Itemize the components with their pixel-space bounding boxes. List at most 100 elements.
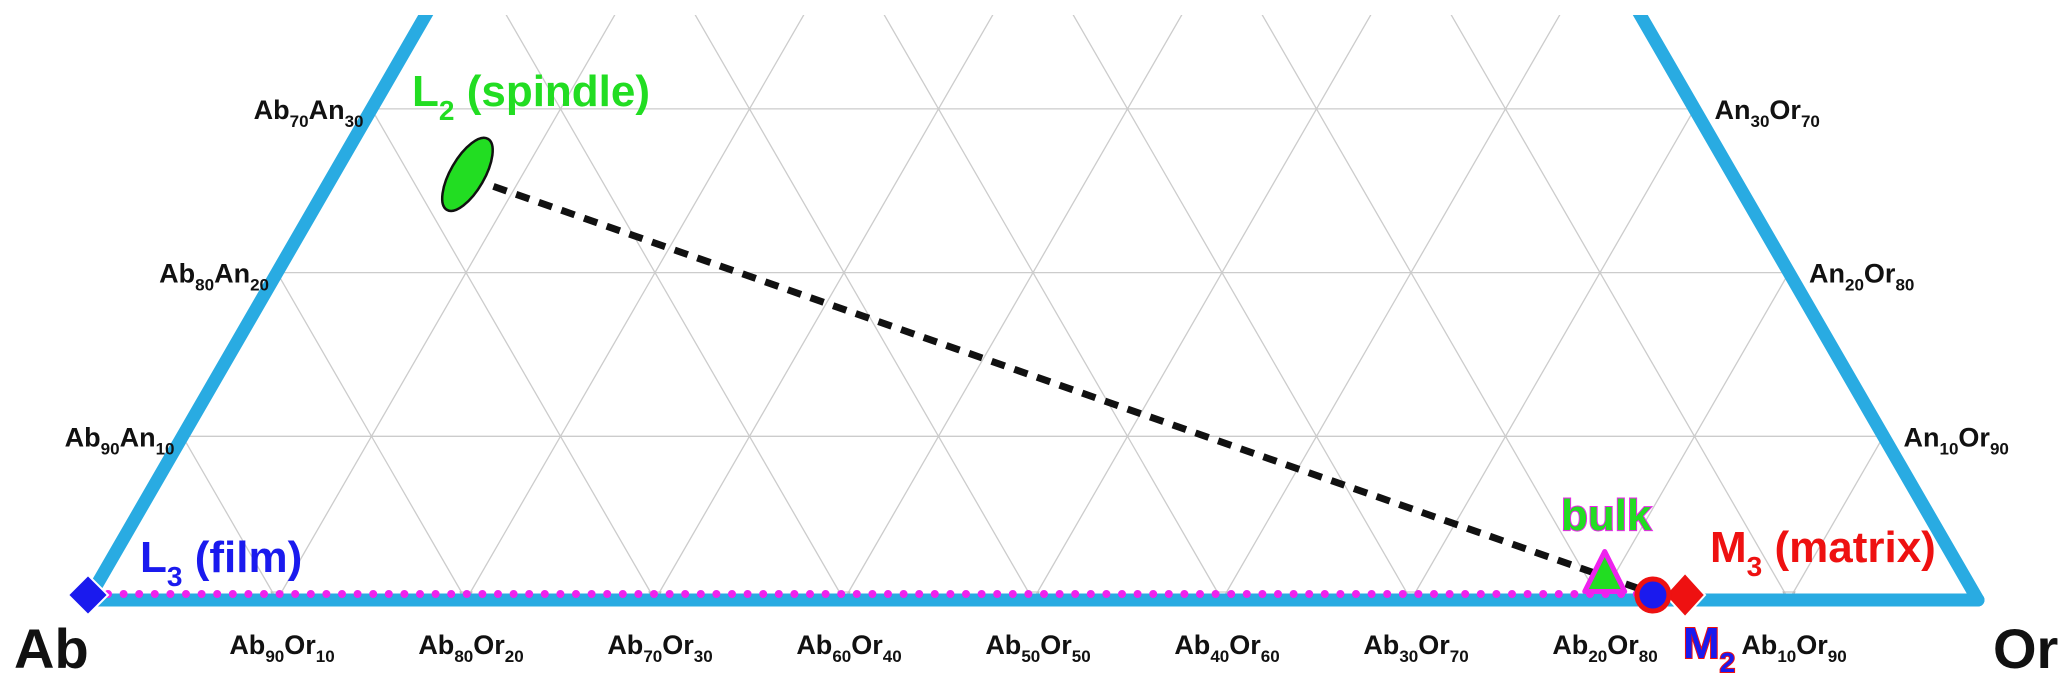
tick-subscript: 30 [1751,112,1770,131]
label-l3-base: L [140,533,167,582]
marker-m3-diamond [1663,571,1707,619]
tick-text: Ab [159,259,195,289]
marker-m2-circle [1634,576,1672,614]
tick-subscript: 90 [1828,647,1847,666]
tick-label-right: An20Or80 [1809,259,1914,295]
label-m2-sub: 2 [1720,647,1736,678]
frame-left-edge [81,15,434,607]
tick-text: An [120,422,156,452]
corner-label-or: Or [1993,617,2058,680]
tick-subscript: 60 [1261,647,1280,666]
grid-line-ab-20 [1261,15,1601,601]
tick-subscript: 90 [265,647,284,666]
markers [66,136,1707,619]
tick-subscript: 10 [316,647,335,666]
tick-subscript: 30 [345,112,364,131]
label-m3: M3 (matrix) [1710,523,1936,582]
grid-line-or-10 [276,15,616,601]
tick-subscript: 40 [1210,647,1229,666]
tick-subscript: 20 [1588,647,1607,666]
tick-subscript: 10 [1940,439,1959,458]
grid-line-or-90 [1788,435,1885,601]
grid-line-or-30 [654,15,994,601]
label-l2-text: (spindle) [454,67,650,116]
grid-line-or-80 [1599,272,1790,601]
tick-label-bottom: Ab40Or60 [1174,630,1279,666]
tick-label-bottom: Ab70Or30 [607,630,712,666]
tick-subscript: 20 [1845,276,1864,295]
grid-line-ab-50 [694,15,1034,601]
tick-subscript: 30 [694,647,713,666]
tick-text: Ab [229,630,265,660]
tick-text: Or [284,630,316,660]
label-l3: L3 (film) [140,533,302,592]
label-l2: L2 (spindle) [412,67,650,126]
label-m2: M2 [1683,619,1735,678]
label-l2-base: L [412,67,439,116]
grid-lines [181,15,1885,603]
tick-subscript: 80 [454,647,473,666]
tie-line-l2-m2 [492,183,1645,594]
tick-subscript: 20 [505,647,524,666]
label-m3-text: (matrix) [1762,523,1936,572]
tick-text: An [1809,259,1845,289]
grid-line-ab-80 [276,272,467,601]
tick-label-bottom: Ab90Or10 [229,630,334,666]
tick-text: Ab [1363,630,1399,660]
tick-label-right: An10Or90 [1904,422,2009,458]
tick-labels: Ab90Or10 Ab80Or20 Ab70Or30 Ab60Or40 Ab50Or50… [65,95,2009,666]
tick-text: Or [1040,630,1072,660]
label-m3-sub: 3 [1747,551,1763,582]
corner-label-ab: Ab [14,617,89,680]
label-l3-text: (film) [182,533,302,582]
tick-label-left: Ab90An10 [65,422,175,458]
tick-text: Ab [418,630,454,660]
grid-line-or-60 [1221,15,1561,601]
grid-line-or-40 [843,15,1183,601]
tick-text: Ab [254,95,290,125]
tick-text: An [1715,95,1751,125]
tick-subscript: 70 [290,112,309,131]
tick-text: Or [1864,259,1896,289]
label-bulk: bulk [1561,491,1652,540]
tick-subscript: 50 [1072,647,1091,666]
tick-subscript: 80 [195,276,214,295]
tick-subscript: 40 [883,647,902,666]
tick-text: Or [1769,95,1801,125]
marker-bulk-triangle [1582,548,1628,594]
grid-line-ab-40 [883,15,1223,601]
tick-subscript: 80 [1895,276,1914,295]
grid-line-ab-10 [1450,15,1790,601]
tick-text: Ab [796,630,832,660]
label-l2-sub: 2 [439,95,455,126]
tick-text: Or [1607,630,1639,660]
tick-text: Or [1796,630,1828,660]
tick-text: Or [851,630,883,660]
tick-label-left: Ab80An20 [159,259,269,295]
tick-label-bottom: Ab80Or20 [418,630,523,666]
tick-subscript: 90 [1990,439,2009,458]
label-m2-base: M [1683,619,1720,668]
tick-text: Or [1418,630,1450,660]
grid-line-ab-70 [370,108,656,601]
grid-line-ab-30 [1072,15,1412,601]
tick-text: Or [662,630,694,660]
triangle-frame [81,15,1985,607]
tick-subscript: 50 [1021,647,1040,666]
frame-right-edge [1632,15,1985,607]
tick-label-bottom: Ab20Or80 [1552,630,1657,666]
tick-subscript: 80 [1639,647,1658,666]
label-l3-sub: 3 [167,561,183,592]
tick-label-bottom: Ab10Or90 [1741,630,1846,666]
grid-line-or-70 [1410,108,1696,601]
tick-subscript: 70 [1801,112,1820,131]
tick-label-bottom: Ab50Or50 [985,630,1090,666]
tick-subscript: 90 [101,439,120,458]
tick-subscript: 70 [643,647,662,666]
label-m3-base: M [1710,523,1747,572]
composition-lines [104,183,1680,598]
tick-text: Ab [1741,630,1777,660]
grid-line-or-20 [465,15,805,601]
tick-label-bottom: Ab60Or40 [796,630,901,666]
